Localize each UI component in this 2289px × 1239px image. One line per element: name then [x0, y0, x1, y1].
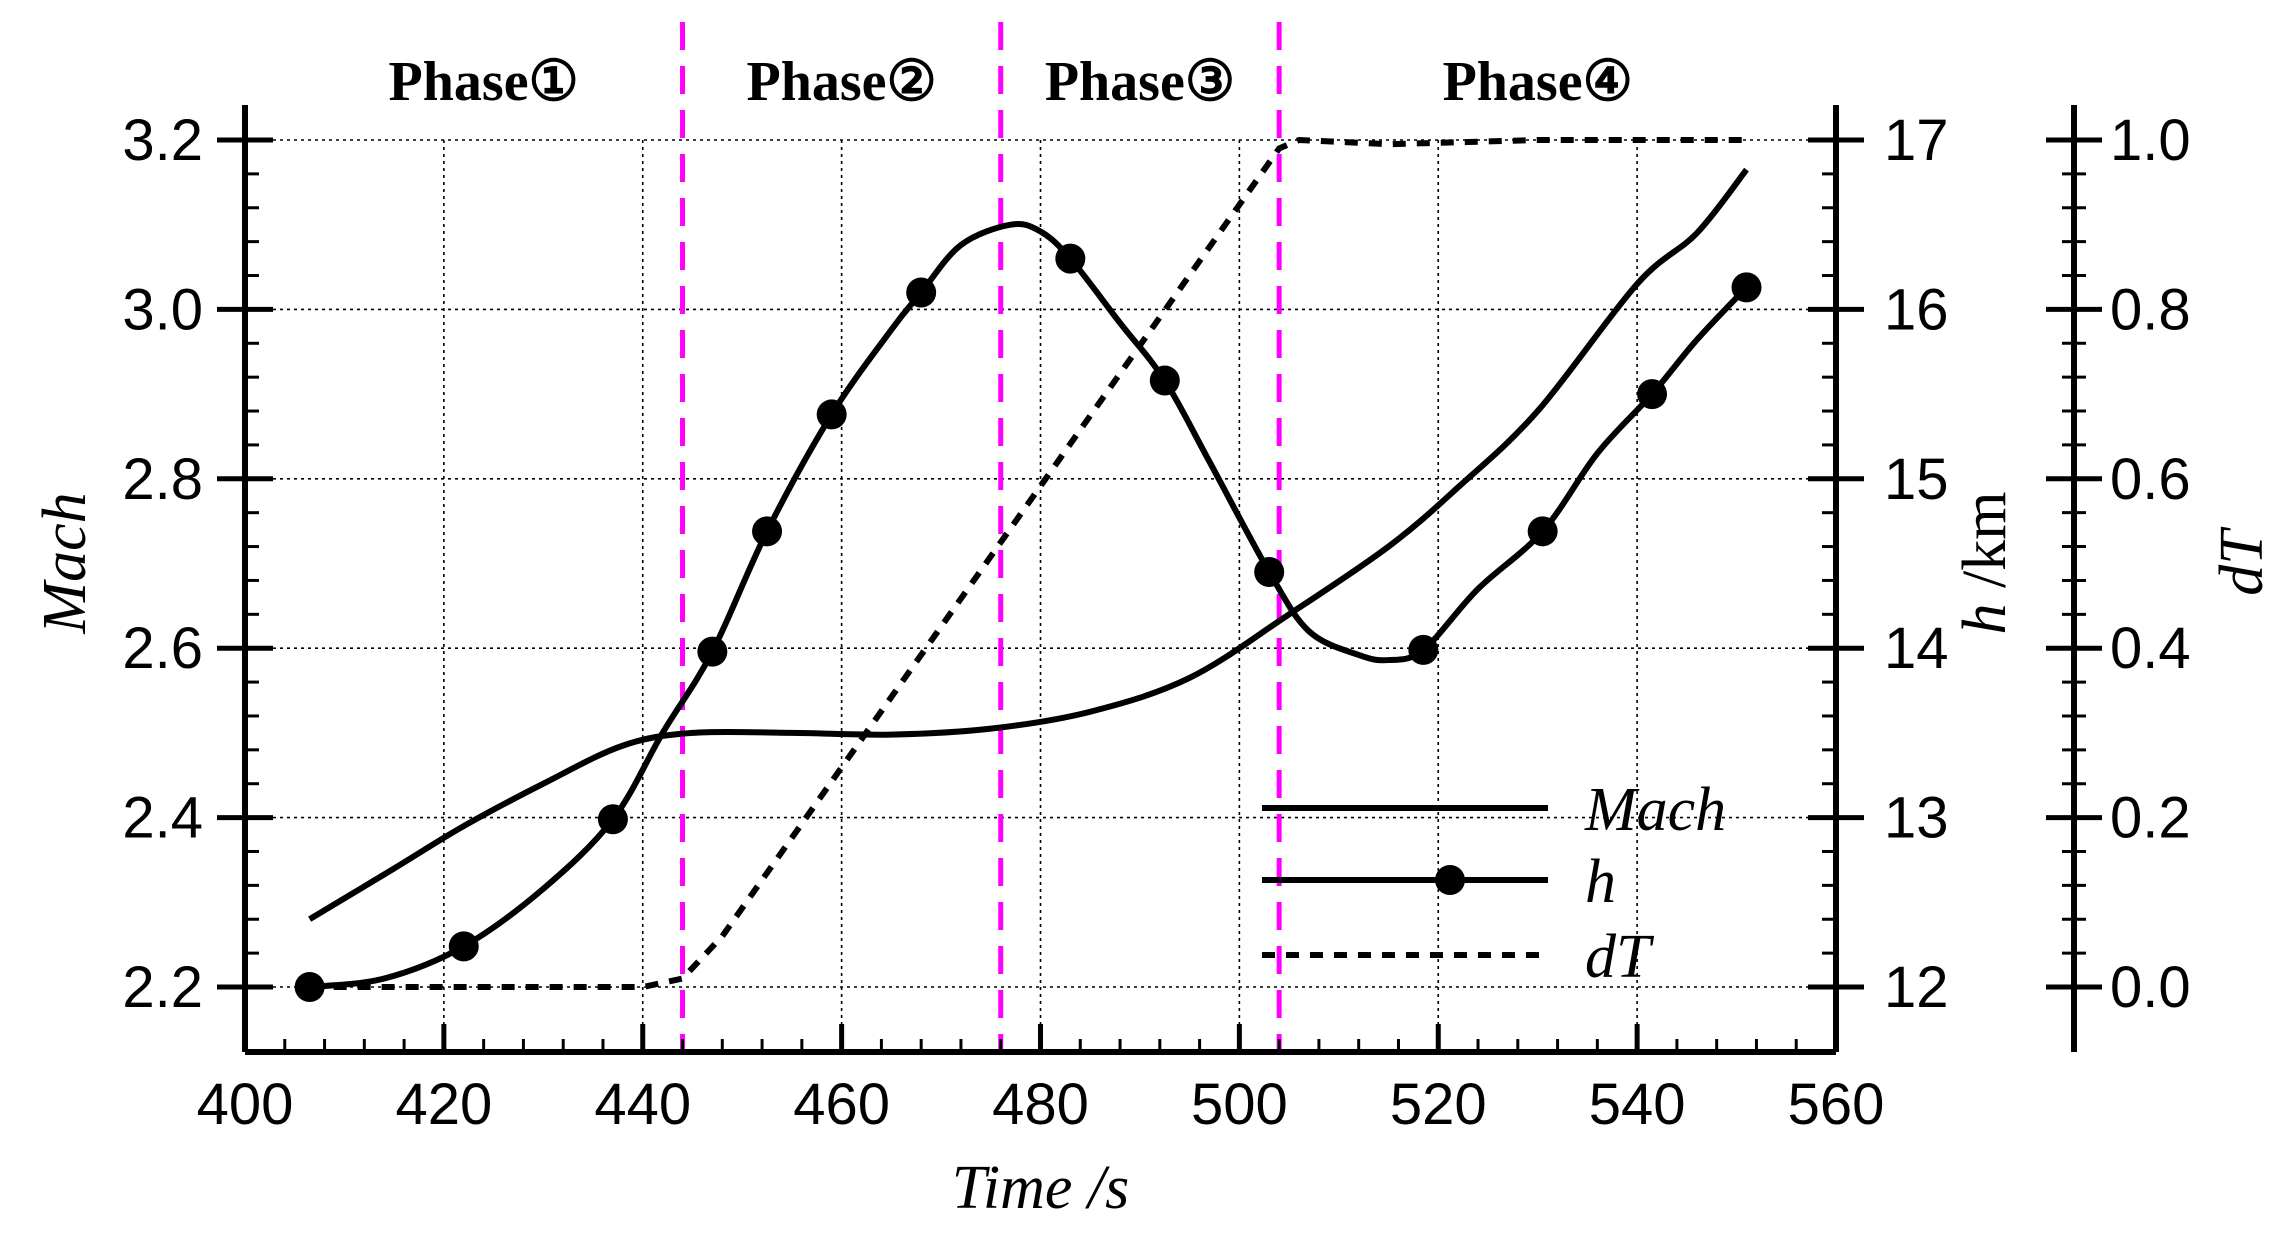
legend-h-marker: [1435, 865, 1465, 895]
x-tick-label-1: 420: [395, 1072, 492, 1137]
text-layer: 400 420 440 460 480 500 520 540 560 2.2 2.4 2.6 2.8 3…: [31, 51, 2276, 1222]
dT-tick-label-1: 0.2: [2110, 786, 2191, 851]
legend-h-label: h: [1585, 848, 1616, 916]
x-tick-label-2: 440: [594, 1072, 691, 1137]
h-axis-title-symbol: h: [1951, 603, 2019, 634]
h-marker-12: [1637, 379, 1668, 410]
h-tick-label-0: 12: [1884, 955, 1949, 1020]
x-tick-label-0: 400: [197, 1072, 294, 1137]
left-tick-label-1: 2.4: [122, 786, 203, 851]
h-tick-label-5: 17: [1884, 108, 1949, 173]
h-axis-title-unit: /km: [1951, 492, 2019, 604]
left-tick-label-0: 2.2: [122, 955, 203, 1020]
dT-tick-label-5: 1.0: [2110, 108, 2191, 173]
x-tick-label-3: 460: [793, 1072, 890, 1137]
axes-layer: [217, 105, 2102, 1055]
left-tick-label-4: 3.0: [122, 277, 203, 342]
left-axis-title: Mach: [31, 492, 99, 634]
phase-label-3: Phase③: [1045, 51, 1235, 113]
h-marker-2: [597, 804, 628, 835]
dT-axis-title: dT: [2208, 526, 2276, 596]
left-tick-label-5: 3.2: [122, 108, 203, 173]
phase-label-1: Phase①: [389, 51, 579, 113]
phase-label-4: Phase④: [1443, 51, 1633, 113]
x-tick-label-8: 560: [1788, 1072, 1885, 1137]
h-marker-8: [1149, 365, 1180, 396]
dT-tick-label-2: 0.4: [2110, 616, 2191, 681]
x-tick-label-4: 480: [992, 1072, 1089, 1137]
dT-tick-label-3: 0.6: [2110, 447, 2191, 512]
h-tick-label-1: 13: [1884, 786, 1949, 851]
h-series-line: [309, 221, 1749, 990]
h-tick-label-2: 14: [1884, 616, 1949, 681]
h-marker-13: [1731, 272, 1762, 303]
legend-dT-label: dT: [1585, 923, 1655, 991]
h-axis-title: h /km: [1951, 492, 2019, 635]
h-marker-3: [697, 636, 728, 667]
h-marker-9: [1254, 556, 1285, 587]
x-tick-label-5: 500: [1191, 1072, 1288, 1137]
h-marker-6: [906, 277, 937, 308]
dT-tick-label-4: 0.8: [2110, 277, 2191, 342]
h-marker-4: [752, 516, 783, 547]
h-marker-5: [816, 399, 847, 430]
h-marker-7: [1055, 243, 1086, 274]
h-tick-label-3: 15: [1884, 447, 1949, 512]
series-layer: [294, 136, 1762, 1002]
x-axis-title: Time /s: [952, 1154, 1129, 1222]
x-tick-label-7: 540: [1589, 1072, 1686, 1137]
phase-label-2: Phase②: [747, 51, 937, 113]
h-marker-1: [448, 931, 479, 962]
mach-series-line: [308, 167, 1749, 922]
left-tick-label-2: 2.6: [122, 616, 203, 681]
h-tick-label-4: 16: [1884, 277, 1949, 342]
dT-tick-label-0: 0.0: [2110, 955, 2191, 1020]
x-tick-label-6: 520: [1390, 1072, 1487, 1137]
h-marker-11: [1527, 516, 1558, 547]
dT-series-line: [309, 136, 1747, 990]
left-tick-label-3: 2.8: [122, 447, 203, 512]
legend-mach-label: Mach: [1584, 776, 1726, 844]
h-marker-10: [1408, 634, 1439, 665]
